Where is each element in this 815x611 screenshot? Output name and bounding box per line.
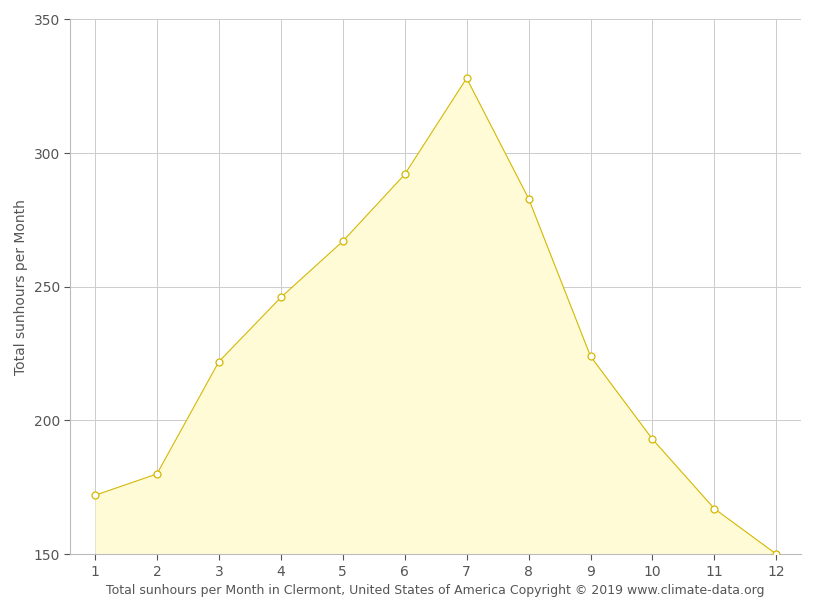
Point (89, 491, 102, 500)
Point (213, 357, 226, 367)
Point (275, 293, 288, 302)
Point (399, 170, 412, 180)
Point (646, 434, 659, 444)
Point (151, 469, 164, 479)
Point (522, 194, 535, 203)
Point (708, 504, 721, 514)
Y-axis label: Total sunhours per Month: Total sunhours per Month (14, 199, 28, 375)
X-axis label: Total sunhours per Month in Clermont, United States of America Copyright © 2019 : Total sunhours per Month in Clermont, Un… (107, 584, 765, 597)
Point (337, 236, 350, 246)
Point (770, 549, 783, 559)
Point (584, 351, 597, 361)
Point (460, 73, 474, 83)
